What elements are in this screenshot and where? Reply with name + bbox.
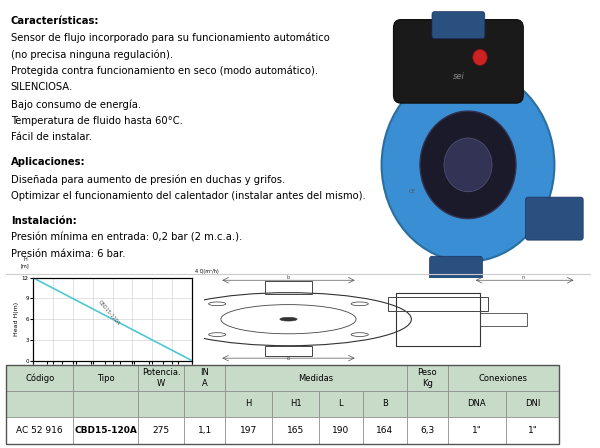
Bar: [226, 417, 272, 444]
Circle shape: [280, 317, 297, 321]
Text: H
[m]: H [m]: [21, 257, 29, 268]
Bar: [448, 391, 506, 417]
Text: n: n: [521, 275, 524, 280]
Text: IN
A: IN A: [200, 368, 209, 388]
Bar: [388, 297, 488, 311]
Bar: [137, 391, 184, 417]
Bar: [396, 293, 481, 346]
Bar: [506, 417, 559, 444]
Text: 6,3: 6,3: [420, 426, 434, 435]
Text: Aplicaciones:: Aplicaciones:: [11, 157, 85, 168]
Text: 197: 197: [240, 426, 257, 435]
Bar: [6, 391, 73, 417]
Bar: [363, 417, 407, 444]
Text: Sensor de flujo incorporado para su funcionamiento automático: Sensor de flujo incorporado para su func…: [11, 32, 329, 43]
Bar: [265, 281, 311, 293]
Text: Protegida contra funcionamiento en seco (modo automático).: Protegida contra funcionamiento en seco …: [11, 66, 318, 76]
Text: 1": 1": [527, 426, 538, 435]
Text: 275: 275: [152, 426, 170, 435]
Text: 1": 1": [472, 426, 482, 435]
Text: Optimizar el funcionamiento del calentador (instalar antes del mismo).: Optimizar el funcionamiento del calentad…: [11, 191, 365, 201]
Text: b: b: [287, 275, 290, 280]
Bar: [319, 417, 363, 444]
Bar: [407, 365, 448, 391]
Bar: [363, 391, 407, 417]
Circle shape: [420, 111, 516, 219]
Bar: [226, 391, 272, 417]
FancyBboxPatch shape: [432, 12, 485, 39]
Text: 1,1: 1,1: [198, 426, 212, 435]
Ellipse shape: [382, 68, 554, 262]
Bar: [137, 365, 184, 391]
Bar: [184, 391, 226, 417]
Text: b: b: [287, 356, 290, 361]
Bar: [272, 391, 319, 417]
Text: DNA: DNA: [467, 400, 486, 409]
X-axis label: Flow rate Q ►: Flow rate Q ►: [94, 373, 131, 378]
Text: Conexiones: Conexiones: [479, 374, 528, 383]
Circle shape: [209, 302, 226, 306]
Bar: [184, 365, 226, 391]
Circle shape: [473, 49, 487, 65]
Bar: [319, 391, 363, 417]
FancyBboxPatch shape: [526, 197, 583, 240]
Text: Instalación:: Instalación:: [11, 215, 76, 226]
Text: 4 Q(m³/h): 4 Q(m³/h): [195, 269, 219, 274]
Bar: [73, 391, 137, 417]
Bar: [6, 417, 73, 444]
Text: CBD15-120A: CBD15-120A: [97, 299, 121, 327]
Circle shape: [351, 302, 368, 306]
Text: 165: 165: [287, 426, 304, 435]
Text: sei: sei: [452, 72, 464, 81]
Y-axis label: Head H(m): Head H(m): [14, 302, 19, 336]
Bar: [265, 346, 311, 357]
Text: Presión mínima en entrada: 0,2 bar (2 m.c.a.).: Presión mínima en entrada: 0,2 bar (2 m.…: [11, 233, 242, 242]
Text: Tipo: Tipo: [97, 374, 114, 383]
Text: Potencia.
W: Potencia. W: [142, 368, 181, 388]
Text: Peso
Kg: Peso Kg: [418, 368, 437, 388]
Circle shape: [444, 138, 492, 192]
Bar: [272, 417, 319, 444]
Text: Diseñada para aumento de presión en duchas y grifos.: Diseñada para aumento de presión en duch…: [11, 174, 285, 185]
Bar: [407, 417, 448, 444]
Text: CE: CE: [409, 189, 416, 194]
Text: H: H: [245, 400, 252, 409]
Circle shape: [351, 333, 368, 336]
Text: Código: Código: [25, 373, 54, 383]
Bar: [407, 391, 448, 417]
Bar: [137, 417, 184, 444]
FancyBboxPatch shape: [394, 20, 523, 103]
Bar: [184, 417, 226, 444]
Bar: [6, 365, 73, 391]
Circle shape: [209, 333, 226, 336]
Text: (no precisa ninguna regulación).: (no precisa ninguna regulación).: [11, 49, 173, 60]
Text: 190: 190: [332, 426, 350, 435]
Bar: [73, 417, 137, 444]
Bar: [506, 391, 559, 417]
FancyBboxPatch shape: [430, 256, 482, 294]
Bar: [448, 365, 559, 391]
Text: AC 52 916: AC 52 916: [16, 426, 63, 435]
Text: Temperatura de fluido hasta 60°C.: Temperatura de fluido hasta 60°C.: [11, 116, 182, 126]
Text: Bajo consumo de energía.: Bajo consumo de energía.: [11, 99, 141, 109]
Text: B: B: [382, 400, 388, 409]
Text: DNI: DNI: [525, 400, 540, 409]
Bar: [481, 313, 527, 326]
Text: SILENCIOSA.: SILENCIOSA.: [11, 82, 73, 92]
Bar: [448, 417, 506, 444]
Text: 164: 164: [376, 426, 394, 435]
Bar: [73, 365, 137, 391]
Text: H1: H1: [290, 400, 301, 409]
Text: CBD15-120A: CBD15-120A: [74, 426, 137, 435]
Text: Características:: Características:: [11, 16, 99, 26]
Text: Medidas: Medidas: [298, 374, 334, 383]
Text: L: L: [338, 400, 343, 409]
Bar: [226, 365, 407, 391]
Text: Fácil de instalar.: Fácil de instalar.: [11, 132, 92, 142]
Text: Presión máxima: 6 bar.: Presión máxima: 6 bar.: [11, 249, 125, 259]
